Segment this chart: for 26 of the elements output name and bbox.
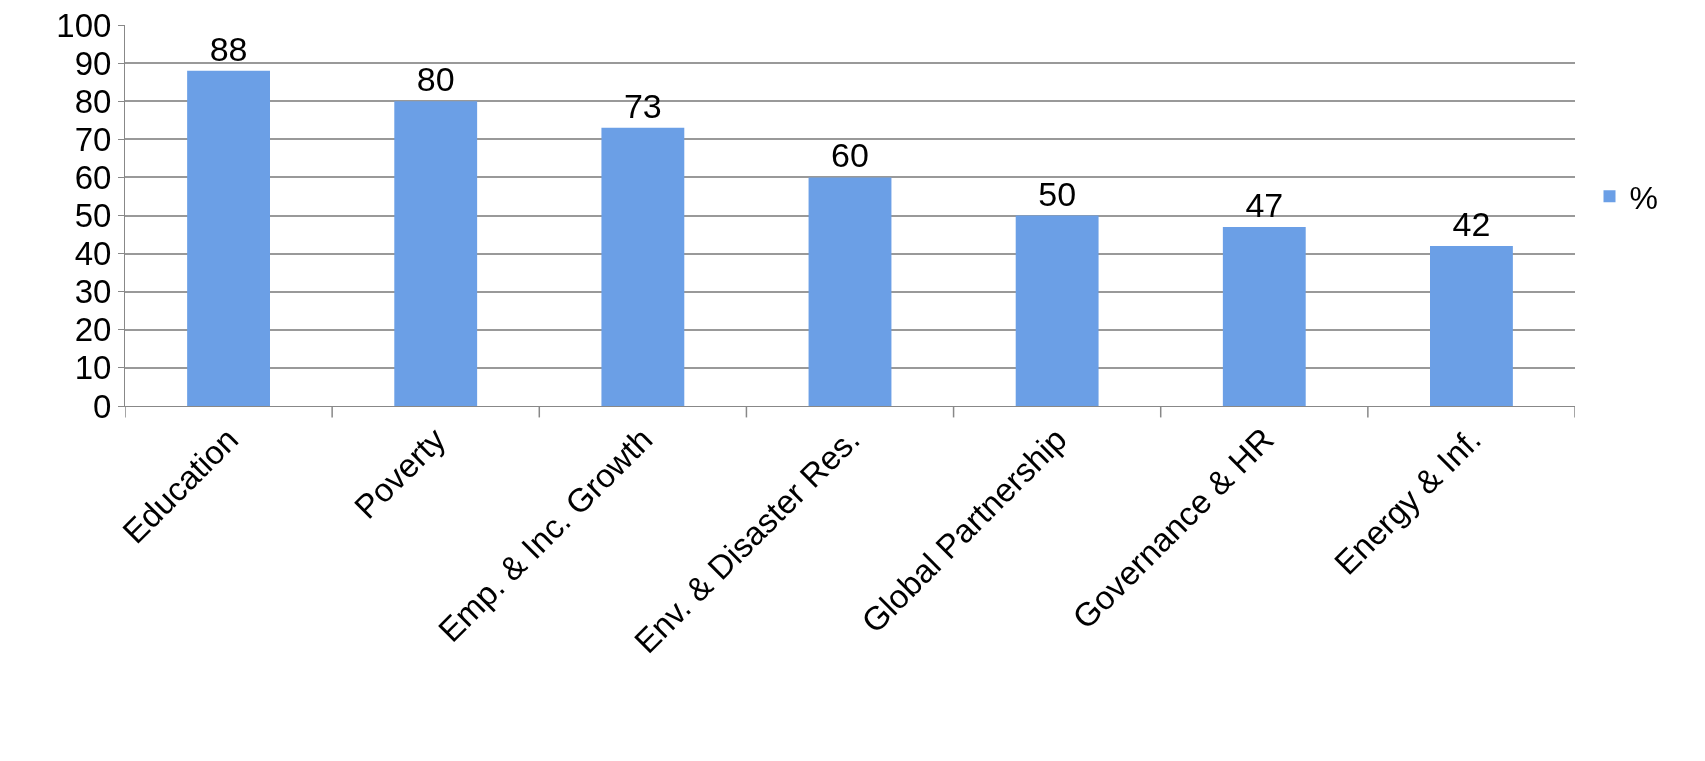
bar	[1430, 245, 1513, 406]
y-tick-label: 50	[74, 197, 112, 235]
data-label: 50	[1038, 174, 1077, 213]
y-tick-label: 10	[74, 349, 112, 387]
bar	[187, 70, 270, 406]
bar	[394, 101, 478, 406]
data-label: 80	[416, 60, 455, 99]
y-tick-label: 90	[74, 44, 112, 82]
bar	[1222, 226, 1306, 406]
y-tick-label: 0	[93, 387, 112, 425]
y-tick-label: 20	[74, 311, 112, 349]
data-label: 88	[209, 29, 248, 68]
data-label: 73	[623, 86, 662, 125]
bar	[808, 177, 892, 406]
legend-label: %	[1629, 179, 1658, 216]
bar	[601, 127, 685, 406]
bar	[1015, 215, 1099, 406]
data-label: 60	[831, 136, 869, 175]
y-tick-label: 60	[74, 158, 112, 196]
y-tick-label: 100	[56, 6, 112, 44]
y-tick-label: 70	[74, 120, 112, 158]
data-label: 47	[1245, 185, 1284, 224]
y-tick-label: 80	[74, 82, 112, 120]
y-tick-label: 30	[74, 273, 112, 311]
y-tick-label: 40	[74, 235, 112, 273]
data-label: 42	[1452, 204, 1491, 243]
